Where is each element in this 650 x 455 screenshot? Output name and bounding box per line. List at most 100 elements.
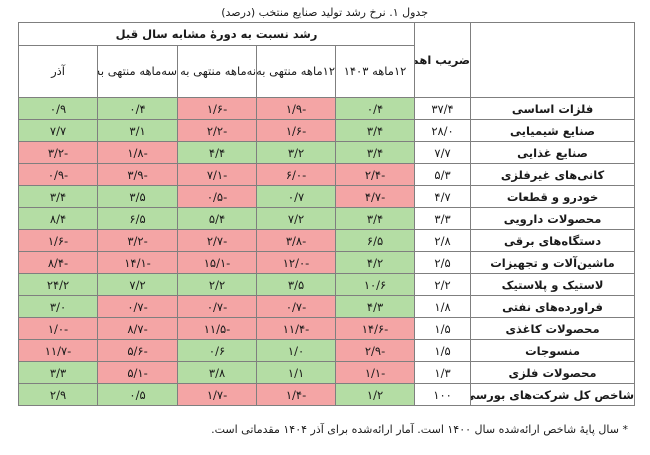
growth-cell: -۳/۹ [97,163,179,186]
growth-cell: ۱/۱ [256,361,337,384]
growth-cell: -۸/۴ [17,251,99,274]
growth-cell: ۳/۲ [256,141,337,164]
industry-name: کانی‌های غیرفلزی [470,163,636,186]
weight-cell: ۱/۵ [414,317,472,340]
industry-name: شاخص کل شرکت‌های بورسی [470,383,636,406]
industry-name: محصولات دارویی [470,207,636,230]
header-row-columns: ۱۲ماهه ۱۴۰۳ ۱۲ماهه منتهی به آذر نه‌ماهه … [17,45,635,98]
table-row: صنایع شیمیایی ۲۸/۰ ۳/۴ -۱/۶ -۲/۲ ۳/۱ ۷/۷ [17,119,636,142]
growth-cell: -۱/۶ [256,119,337,142]
table-row: محصولات فلزی ۱/۳ -۱/۱ ۱/۱ ۳/۸ -۵/۱ ۳/۳ [17,361,636,384]
industry-name: منسوجات [470,339,636,362]
table-row: کانی‌های غیرفلزی ۵/۳ -۲/۴ -۶/۰ -۷/۱ -۳/۹ -۰/۹ [17,163,636,186]
industry-name: فراورده‌های نفتی [470,295,636,318]
growth-cell: ۸/۴ [17,207,99,230]
growth-cell: -۱/۴ [256,383,337,406]
weight-cell: ۴/۷ [414,185,472,208]
table-row: خودرو و قطعات ۴/۷ -۴/۷ ۰/۷ -۰/۵ ۳/۵ ۳/۴ [17,185,636,208]
growth-cell: ۲/۲ [177,273,258,296]
growth-cell: ۳/۱ [97,119,179,142]
table-row: لاستیک و پلاستیک ۲/۲ ۱۰/۶ ۳/۵ ۲/۲ ۷/۲ ۲۴/۲ [17,273,636,296]
weight-cell: ۳/۳ [414,207,472,230]
industry-name: لاستیک و پلاستیک [470,273,636,296]
industry-name: محصولات کاغذی [470,317,636,340]
growth-group-header: رشد نسبت به دورهٔ مشابه سال قبل [17,22,416,46]
industry-header [470,22,636,98]
growth-cell: -۱۲/۰ [256,251,337,274]
table-row: فلزات اساسی ۳۷/۴ ۰/۴ -۱/۹ -۱/۶ ۰/۴ ۰/۹ [17,97,636,120]
table-body: فلزات اساسی ۳۷/۴ ۰/۴ -۱/۹ -۱/۶ ۰/۴ ۰/۹ صنایع شی… [17,97,636,406]
industry-name: دستگاه‌های برقی [470,229,636,252]
growth-cell: -۳/۲ [17,141,99,164]
growth-cell: ۵/۴ [177,207,258,230]
growth-cell: ۰/۹ [17,97,99,120]
growth-cell: -۲/۷ [177,229,258,252]
growth-cell: -۵/۶ [97,339,179,362]
growth-cell: ۳/۰ [17,295,99,318]
growth-cell: -۳/۸ [256,229,337,252]
column-header-azar: آذر [17,45,99,98]
growth-cell: ۱/۲ [335,383,416,406]
table-row: ماشین‌آلات و تجهیزات ۲/۵ ۴/۲ -۱۲/۰ -۱۵/۱ -۱۴/… [17,251,636,274]
column-header-3m-azar: سه‌ماهه منتهی به آذر [97,45,179,98]
growth-cell: ۲۴/۲ [17,273,99,296]
growth-cell: -۵/۱ [97,361,179,384]
growth-cell: -۰/۷ [177,295,258,318]
weight-cell: ۲/۵ [414,251,472,274]
weight-cell: ۵/۳ [414,163,472,186]
weight-cell: ۱۰۰ [414,383,472,406]
weight-cell: ۱/۸ [414,295,472,318]
growth-cell: -۰/۷ [97,295,179,318]
weight-cell: ۱/۵ [414,339,472,362]
table-row: دستگاه‌های برقی ۲/۸ ۶/۵ -۳/۸ -۲/۷ -۳/۲ -۱/۶ [17,229,636,252]
table-row: فراورده‌های نفتی ۱/۸ ۴/۳ -۰/۷ -۰/۷ -۰/۷ ۳/۰ [17,295,636,318]
growth-cell: ۱/۰ [256,339,337,362]
growth-cell: -۰/۵ [177,185,258,208]
table-row: صنایع غذایی ۷/۷ ۳/۴ ۳/۲ ۴/۴ -۱/۸ -۳/۲ [17,141,636,164]
growth-cell: -۱۴/۶ [335,317,416,340]
growth-cell: ۳/۵ [97,185,179,208]
growth-cell: ۴/۴ [177,141,258,164]
growth-cell: ۴/۲ [335,251,416,274]
growth-cell: ۳/۴ [335,207,416,230]
growth-cell: -۱/۱ [335,361,416,384]
growth-cell: -۰/۷ [256,295,337,318]
growth-table: ضریب اهمیت رشد نسبت به دورهٔ مشابه سال ق… [17,22,636,406]
weight-cell: ۳۷/۴ [414,97,472,120]
growth-cell: -۱۱/۴ [256,317,337,340]
growth-cell: -۱/۶ [17,229,99,252]
table-row: محصولات کاغذی ۱/۵ -۱۴/۶ -۱۱/۴ -۱۱/۵ -۸/۷ -۱/۰ [17,317,636,340]
growth-cell: ۶/۵ [97,207,179,230]
industry-name: فلزات اساسی [470,97,636,120]
growth-cell: -۸/۷ [97,317,179,340]
growth-cell: -۱/۹ [256,97,337,120]
weight-cell: ۲/۸ [414,229,472,252]
growth-cell: ۰/۵ [97,383,179,406]
growth-cell: -۱۴/۱ [97,251,179,274]
growth-cell: -۳/۲ [97,229,179,252]
weight-header: ضریب اهمیت [414,22,472,98]
table-caption: جدول ۱. نرخ رشد تولید صنایع منتخب (درصد) [221,6,428,19]
industry-name: صنایع شیمیایی [470,119,636,142]
weight-cell: ۱/۳ [414,361,472,384]
growth-cell: -۲/۹ [335,339,416,362]
growth-cell: ۰/۷ [256,185,337,208]
growth-cell: -۱۵/۱ [177,251,258,274]
growth-cell: ۱۰/۶ [335,273,416,296]
table-row: شاخص کل شرکت‌های بورسی ۱۰۰ ۱/۲ -۱/۴ -۱/۷ ۰/۵ ۲… [17,383,636,406]
growth-cell: ۳/۴ [335,141,416,164]
growth-cell: ۴/۳ [335,295,416,318]
column-header-12m-1403: ۱۲ماهه ۱۴۰۳ [335,45,416,98]
growth-cell: ۳/۳ [17,361,99,384]
growth-cell: ۳/۸ [177,361,258,384]
growth-cell: -۲/۲ [177,119,258,142]
table-row: منسوجات ۱/۵ -۲/۹ ۱/۰ ۰/۶ -۵/۶ -۱۱/۷ [17,339,636,362]
growth-cell: ۷/۲ [97,273,179,296]
table-row: محصولات دارویی ۳/۳ ۳/۴ ۷/۲ ۵/۴ ۶/۵ ۸/۴ [17,207,636,230]
growth-cell: ۳/۴ [17,185,99,208]
column-header-9m-azar: نه‌ماهه منتهی به آذر [177,45,258,98]
footnote: * سال پایهٔ شاخص ارائه‌شده سال ۱۴۰۰ است.… [211,423,628,436]
growth-cell: -۲/۴ [335,163,416,186]
growth-cell: ۰/۴ [97,97,179,120]
